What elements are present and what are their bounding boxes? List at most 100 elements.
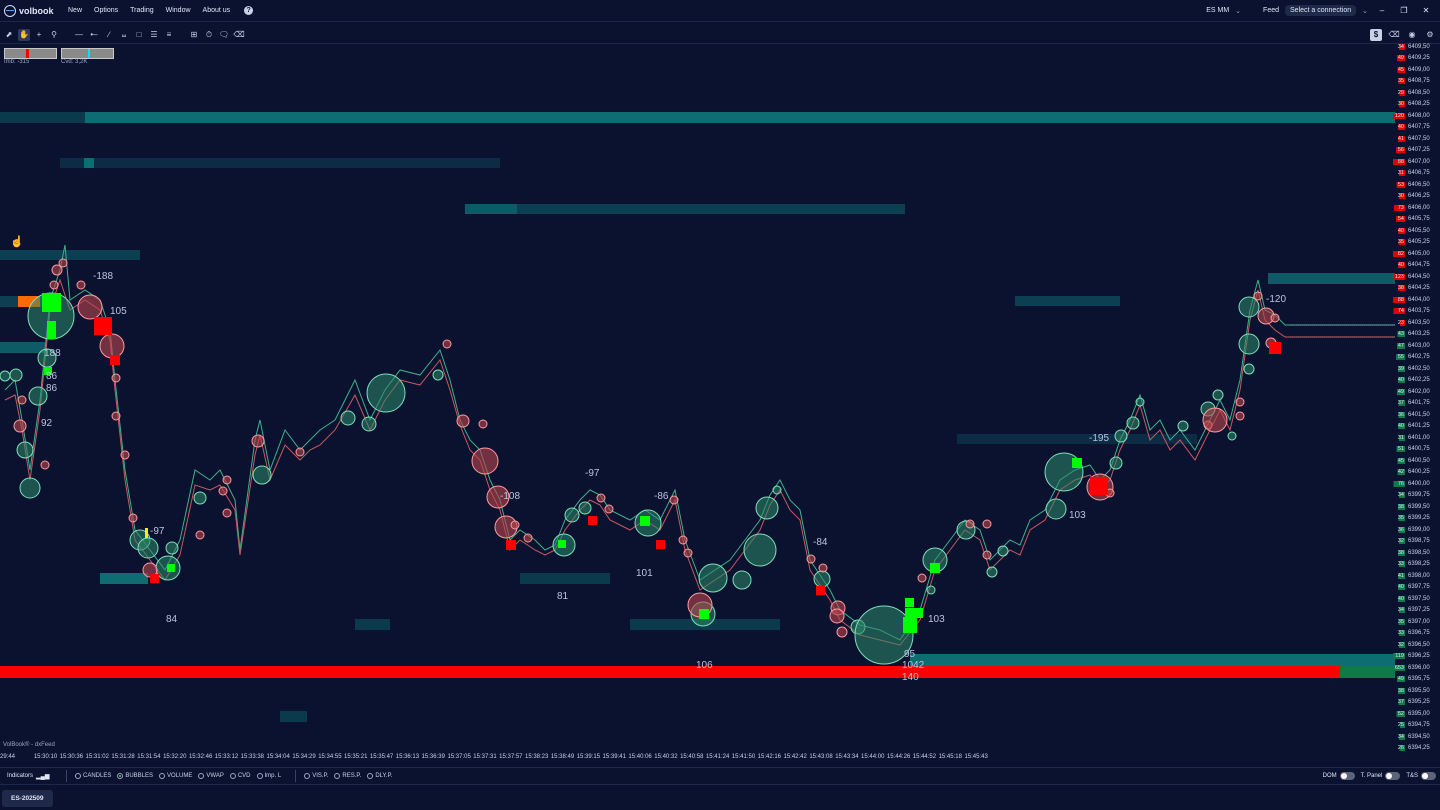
- toggle-t-panel[interactable]: T. Panel: [1361, 772, 1401, 780]
- price-level-row[interactable]: 35 6399,25: [1393, 513, 1440, 525]
- price-level-row[interactable]: 40 6397,75: [1393, 582, 1440, 594]
- price-axis[interactable]: 34 6409,50 49 6409,25 45 6409,00 35 6408,75 29 64…: [1393, 43, 1440, 752]
- price-level-row[interactable]: 33 6398,25: [1393, 559, 1440, 571]
- price-level-row[interactable]: 41 6398,00: [1393, 570, 1440, 582]
- price-level-row[interactable]: 37 6401,75: [1393, 398, 1440, 410]
- ruler-icon[interactable]: ⧢: [121, 29, 127, 39]
- radio-icon[interactable]: [256, 773, 263, 779]
- radio-icon[interactable]: [334, 773, 341, 779]
- price-level-row[interactable]: 38 6399,50: [1393, 501, 1440, 513]
- price-level-row[interactable]: 31 6401,00: [1393, 432, 1440, 444]
- price-level-row[interactable]: 42 6400,25: [1393, 467, 1440, 479]
- price-level-row[interactable]: 51 6400,75: [1393, 444, 1440, 456]
- price-level-row[interactable]: 73 6406,00: [1393, 202, 1440, 214]
- price-level-row[interactable]: 34 6397,25: [1393, 605, 1440, 617]
- timer-icon[interactable]: ⏱: [205, 29, 213, 39]
- price-level-row[interactable]: 49 6402,00: [1393, 386, 1440, 398]
- price-level-row[interactable]: 49 6409,25: [1393, 53, 1440, 65]
- price-level-row[interactable]: 35 6408,75: [1393, 76, 1440, 88]
- radio-icon[interactable]: [117, 773, 124, 779]
- price-level-row[interactable]: 35 6397,00: [1393, 616, 1440, 628]
- option-res-p-[interactable]: RES.P.: [334, 773, 361, 779]
- price-level-row[interactable]: 40 6402,25: [1393, 375, 1440, 387]
- price-level-row[interactable]: 119 6396,25: [1393, 651, 1440, 663]
- help-icon[interactable]: ?: [244, 6, 254, 15]
- heatmap-chart[interactable]: -188 105 188 86 86 92 -97 84 -108 -97 81 -86 101 106 -…: [0, 45, 1395, 750]
- toggle-switch[interactable]: [1339, 772, 1355, 780]
- price-level-row[interactable]: 40 6407,75: [1393, 122, 1440, 134]
- price-level-row[interactable]: 55 6402,75: [1393, 352, 1440, 364]
- price-level-row[interactable]: 38 6404,25: [1393, 283, 1440, 295]
- toggle-switch[interactable]: [1421, 772, 1436, 780]
- lines-dense-icon[interactable]: ≡: [166, 30, 172, 39]
- chevron-down-icon[interactable]: ⌄: [1362, 7, 1368, 15]
- price-level-row[interactable]: 56 6407,25: [1393, 145, 1440, 157]
- price-level-row[interactable]: 82 6405,00: [1393, 248, 1440, 260]
- pointer-icon[interactable]: ⬈: [5, 30, 13, 39]
- price-level-row[interactable]: 32 6396,50: [1393, 639, 1440, 651]
- price-level-row[interactable]: 30 6408,25: [1393, 99, 1440, 111]
- radio-icon[interactable]: [367, 773, 374, 779]
- radio-icon[interactable]: [229, 773, 236, 779]
- ray-icon[interactable]: •–: [90, 30, 98, 39]
- price-level-row[interactable]: 25 6394,75: [1393, 720, 1440, 732]
- price-level-row[interactable]: 76 6400,00: [1393, 478, 1440, 490]
- price-level-row[interactable]: 43 6403,25: [1393, 329, 1440, 341]
- price-level-row[interactable]: 26 6394,25: [1393, 743, 1440, 755]
- time-axis[interactable]: 29:44 15:30:10 15:30:36 15:31:02 15:31:28 15:…: [0, 752, 1395, 764]
- minimize-icon[interactable]: –: [1379, 6, 1385, 15]
- symbol-selector[interactable]: ES MM: [1206, 7, 1230, 14]
- settings-sliders-icon[interactable]: ⊞: [190, 30, 198, 39]
- chevron-down-icon[interactable]: ⌄: [1235, 7, 1242, 15]
- indicators-button[interactable]: Indicators ▂▄▆: [0, 773, 58, 780]
- price-level-row[interactable]: 30 6406,25: [1393, 191, 1440, 203]
- menu-about-us[interactable]: About us: [202, 7, 231, 14]
- eraser-icon[interactable]: ⌫: [1388, 30, 1400, 39]
- radio-icon[interactable]: [159, 773, 166, 779]
- price-level-row[interactable]: 40 6401,25: [1393, 421, 1440, 433]
- horizontal-line-icon[interactable]: —: [75, 30, 83, 39]
- price-level-row[interactable]: 47 6403,00: [1393, 340, 1440, 352]
- option-volume[interactable]: VOLUME: [159, 773, 192, 779]
- price-level-row[interactable]: 40 6404,75: [1393, 260, 1440, 272]
- toggle-t-s[interactable]: T&S: [1406, 772, 1436, 780]
- price-level-row[interactable]: 120 6408,00: [1393, 110, 1440, 122]
- price-level-row[interactable]: 37 6395,25: [1393, 697, 1440, 709]
- comment-icon[interactable]: 🗨: [218, 30, 230, 39]
- price-level-row[interactable]: 38 6395,50: [1393, 685, 1440, 697]
- menu-window[interactable]: Window: [165, 7, 191, 14]
- price-level-row[interactable]: 35 6405,25: [1393, 237, 1440, 249]
- price-level-row[interactable]: 74 6403,75: [1393, 306, 1440, 318]
- close-icon[interactable]: ✕: [1422, 6, 1430, 15]
- record-icon[interactable]: ◉: [1408, 30, 1416, 39]
- option-candles[interactable]: CANDLES: [75, 773, 111, 779]
- eraser-icon[interactable]: ⌫: [233, 30, 245, 39]
- trendline-icon[interactable]: ∕: [108, 30, 110, 39]
- hand-icon[interactable]: ✋: [18, 28, 30, 41]
- menu-options[interactable]: Options: [94, 7, 119, 14]
- radio-icon[interactable]: [198, 773, 205, 779]
- price-level-row[interactable]: 36 6401,50: [1393, 409, 1440, 421]
- option-bubbles[interactable]: BUBBLES: [117, 773, 153, 779]
- price-level-row[interactable]: 49 6395,75: [1393, 674, 1440, 686]
- price-level-row[interactable]: 45 6409,00: [1393, 64, 1440, 76]
- crosshair-icon[interactable]: +: [36, 30, 42, 39]
- price-level-row[interactable]: 653 6396,00: [1393, 662, 1440, 674]
- connection-selector[interactable]: Select a connection: [1285, 5, 1357, 16]
- price-level-row[interactable]: 38 6398,50: [1393, 547, 1440, 559]
- radio-icon[interactable]: [75, 773, 81, 779]
- price-level-row[interactable]: 53 6406,50: [1393, 179, 1440, 191]
- lines-icon[interactable]: ☰: [150, 30, 158, 39]
- option-imp-l[interactable]: Imp. L: [256, 773, 281, 779]
- price-level-row[interactable]: 34 6394,50: [1393, 731, 1440, 743]
- settings-icon[interactable]: ⚙: [1426, 30, 1434, 39]
- price-level-row[interactable]: 39 6402,50: [1393, 363, 1440, 375]
- price-level-row[interactable]: 123 6404,50: [1393, 271, 1440, 283]
- price-level-row[interactable]: 33 6396,75: [1393, 628, 1440, 640]
- rectangle-icon[interactable]: □: [136, 30, 142, 39]
- price-level-row[interactable]: 88 6407,00: [1393, 156, 1440, 168]
- price-level-row[interactable]: 88 6404,00: [1393, 294, 1440, 306]
- price-level-row[interactable]: 31 6406,75: [1393, 168, 1440, 180]
- dollar-icon[interactable]: $: [1370, 28, 1382, 41]
- option-cvd[interactable]: CVD: [229, 773, 251, 779]
